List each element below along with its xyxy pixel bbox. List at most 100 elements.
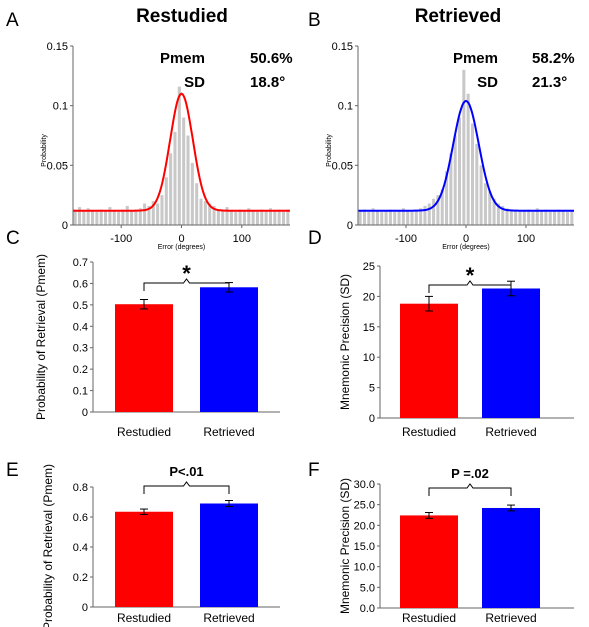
fit-curve-a (73, 92, 290, 212)
hist-bar-b-26 (470, 123, 474, 225)
x-tick-label-b-1: 0 (463, 233, 469, 245)
y-tick-label-a-0: 0 (62, 220, 68, 232)
hist-bar-a-19 (156, 203, 160, 225)
y-tick-label-b-0: 0 (347, 220, 353, 232)
bar-c-1 (200, 287, 258, 412)
y-axis-label-f: Mnemonic Precision (SD) (338, 478, 352, 614)
hist-bar-b-49 (570, 210, 574, 225)
hist-bar-a-13 (130, 210, 134, 225)
hist-bar-a-18 (151, 201, 155, 225)
hist-bar-b-42 (540, 210, 544, 225)
hist-bar-a-2 (82, 210, 86, 225)
hist-bar-a-25 (182, 117, 186, 225)
bar-d-0 (400, 303, 458, 418)
hist-bar-b-8 (393, 211, 397, 225)
hist-bar-a-47 (277, 209, 281, 225)
category-label-c-0: Restudied (117, 425, 171, 439)
hist-bar-a-7 (104, 210, 108, 225)
hist-bar-b-3 (371, 208, 375, 225)
hist-bar-a-31 (208, 203, 212, 225)
y-tick-label-f-6: 30.0 (354, 479, 375, 491)
hist-bar-b-1 (362, 209, 366, 225)
stat-value-a-0: 50.6% (250, 50, 293, 67)
y-tick-label-b-1: 0.05 (332, 160, 353, 172)
hist-bar-a-35 (225, 207, 229, 225)
hist-bar-b-6 (384, 210, 388, 225)
bar-e-0 (115, 511, 173, 607)
hist-bar-b-2 (367, 211, 371, 225)
hist-bar-b-23 (458, 117, 462, 225)
hist-bar-a-33 (216, 209, 220, 225)
hist-bar-b-0 (358, 210, 362, 225)
hist-bar-a-1 (77, 207, 82, 225)
hist-bar-a-41 (251, 210, 255, 225)
hist-bar-a-36 (229, 210, 233, 225)
hist-bar-a-12 (125, 205, 129, 225)
hist-bar-a-15 (138, 208, 142, 225)
hist-bar-a-38 (238, 209, 242, 225)
hist-bar-a-43 (260, 209, 264, 225)
hist-bar-b-16 (427, 203, 431, 225)
stat-value-a-1: 18.8° (250, 74, 285, 91)
significance-label-d: * (466, 263, 475, 288)
hist-bar-b-15 (423, 205, 427, 225)
stat-label-a-0: Pmem (160, 50, 205, 67)
column-title-restudied: Restudied (136, 6, 228, 27)
hist-bar-b-38 (522, 210, 526, 225)
x-tick-label-a-2: 100 (233, 233, 251, 245)
hist-bar-b-46 (557, 209, 561, 225)
hist-bar-b-20 (445, 171, 449, 225)
hist-bar-a-20 (160, 195, 164, 225)
stat-label-b-0: Pmem (453, 50, 498, 67)
hist-bar-a-28 (195, 183, 199, 225)
hist-bar-b-22 (453, 135, 457, 225)
y-tick-label-f-2: 10.0 (354, 562, 375, 574)
hist-bar-a-26 (186, 135, 190, 225)
hist-bar-a-44 (264, 210, 268, 225)
hist-bar-b-19 (440, 189, 444, 225)
hist-bar-a-37 (234, 211, 238, 225)
hist-bar-a-30 (203, 201, 207, 225)
hist-bar-b-14 (419, 208, 423, 225)
significance-bracket-f (428, 483, 512, 496)
category-label-e-0: Restudied (117, 611, 171, 625)
hist-bar-b-4 (375, 210, 379, 225)
x-tick-label-b-0: -100 (395, 233, 417, 245)
y-axis-label-c: Probability of Retrieval (Pmem) (34, 254, 48, 420)
hist-bar-b-36 (514, 209, 518, 225)
hist-bar-a-22 (169, 153, 173, 225)
hist-bar-b-21 (449, 153, 453, 225)
panel-letter-b: B (308, 10, 321, 31)
y-axis-label-e: Probability of Retrieval (Pmem) (41, 464, 55, 627)
panel-letter-a: A (6, 10, 19, 31)
y-tick-label-a-3: 0.15 (47, 41, 68, 53)
hist-bar-b-45 (553, 210, 557, 225)
hist-bar-b-5 (380, 211, 384, 225)
hist-bar-a-10 (117, 211, 121, 225)
hist-bar-b-24 (462, 69, 466, 225)
y-tick-label-f-0: 0.0 (360, 603, 375, 615)
significance-label-f: P =.02 (451, 466, 489, 481)
y-tick-label-c-7: 0.7 (73, 257, 88, 269)
hist-bar-a-49 (286, 209, 290, 225)
hist-bar-b-18 (436, 195, 440, 225)
y-tick-label-a-1: 0.05 (47, 160, 68, 172)
y-axis-label-a: Probability (41, 134, 48, 167)
hist-bar-a-40 (247, 208, 251, 225)
hist-bar-b-13 (414, 209, 418, 225)
y-tick-label-d-4: 20 (363, 291, 375, 303)
y-tick-label-d-3: 15 (363, 322, 375, 334)
hist-bar-a-5 (95, 211, 99, 225)
hist-bar-b-39 (527, 209, 531, 225)
y-tick-label-b-2: 0.1 (338, 101, 353, 113)
hist-bar-a-23 (173, 131, 177, 225)
panel-letter-c: C (6, 228, 20, 249)
y-tick-label-e-4: 0.8 (73, 482, 88, 494)
stat-value-b-1: 21.3° (532, 74, 567, 91)
panel-letter-d: D (308, 228, 322, 249)
hist-bar-b-33 (501, 205, 505, 225)
hist-bar-b-34 (505, 208, 509, 225)
y-tick-label-c-4: 0.4 (73, 321, 88, 333)
